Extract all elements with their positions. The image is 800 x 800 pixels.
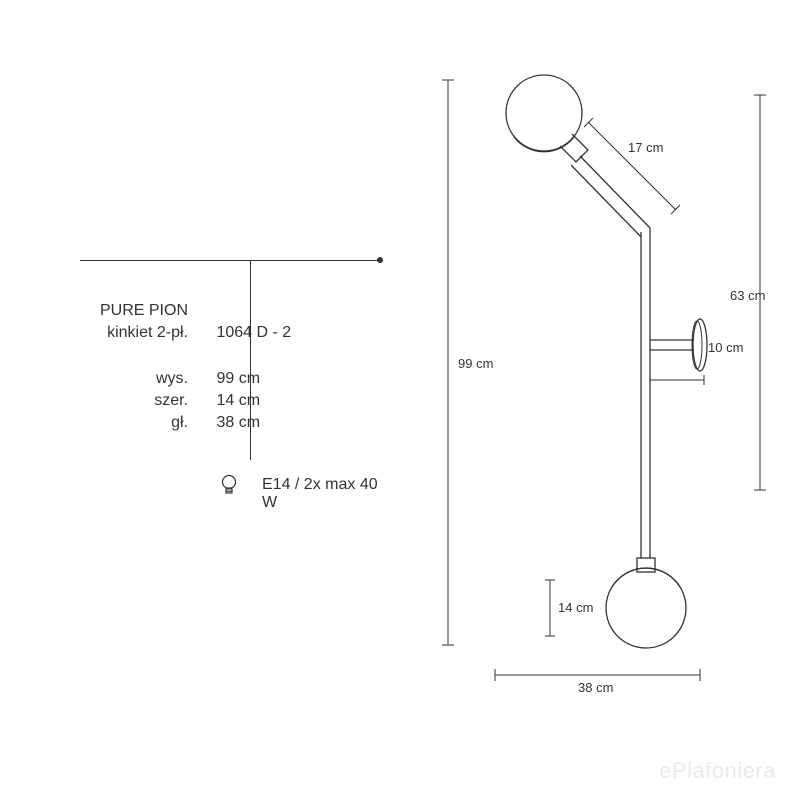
dim-right-height: 63 cm: [730, 288, 765, 303]
product-name: PURE PION: [40, 302, 200, 320]
height-value: 99 cm: [204, 370, 260, 388]
depth-label: gł.: [40, 414, 200, 432]
spec-width-row: szer. 14 cm: [40, 392, 260, 410]
dim-globe: 14 cm: [558, 600, 593, 615]
spec-depth-row: gł. 38 cm: [40, 414, 260, 432]
lamp-diagram: 99 cm 17 cm 63 cm 10 cm 14 cm 38 cm: [440, 60, 780, 700]
bulb-icon: [220, 474, 238, 496]
canvas: PURE PION kinkiet 2-pł. 1064 D - 2 wys. …: [0, 0, 800, 800]
spec-subtitle-row: kinkiet 2-pł. 1064 D - 2: [40, 324, 291, 342]
spec-name-row: PURE PION: [40, 302, 200, 320]
depth-value: 38 cm: [204, 414, 260, 432]
product-subtitle: kinkiet 2-pł.: [40, 324, 200, 342]
width-value: 14 cm: [204, 392, 260, 410]
bulb-spec: E14 / 2x max 40 W: [250, 476, 380, 512]
product-model: 1064 D - 2: [204, 324, 291, 342]
spec-bulb-row: E14 / 2x max 40 W: [250, 476, 380, 512]
spec-top-rule: [80, 260, 380, 261]
dim-mount: 10 cm: [708, 340, 743, 355]
spec-height-row: wys. 99 cm: [40, 370, 260, 388]
width-label: szer.: [40, 392, 200, 410]
height-label: wys.: [40, 370, 200, 388]
spec-dot: [377, 257, 383, 263]
dim-depth: 38 cm: [578, 680, 613, 695]
watermark: ePlafoniera: [659, 758, 776, 784]
dim-overall-height: 99 cm: [458, 356, 493, 371]
dim-arm-top: 17 cm: [628, 140, 663, 155]
